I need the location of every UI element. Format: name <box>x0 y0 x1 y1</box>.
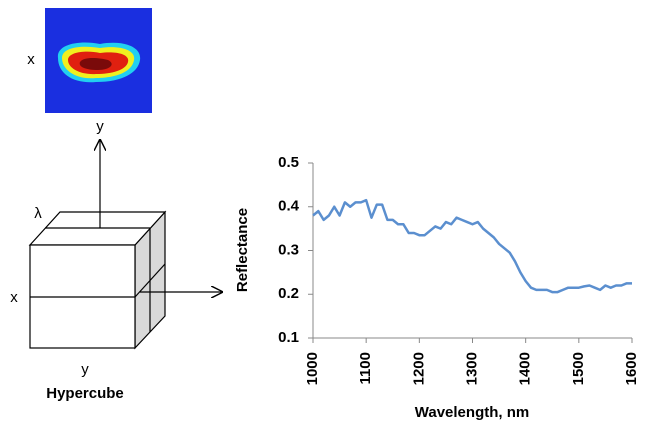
hypercube <box>28 140 222 350</box>
image-x-label: x <box>27 51 35 68</box>
x-tick-label: 1500 <box>570 352 587 385</box>
x-axis-label: Wavelength, nm <box>415 404 529 421</box>
y-tick-label: 0.5 <box>278 154 299 171</box>
cube-lambda-label: λ <box>34 205 42 222</box>
x-tick-label: 1300 <box>463 352 480 385</box>
x-tick-label: 1600 <box>623 352 640 385</box>
x-tick-label: 1100 <box>357 352 374 385</box>
y-tick-label: 0.1 <box>278 329 299 346</box>
data-line <box>312 198 632 294</box>
y-tick-label: 0.2 <box>278 285 299 302</box>
x-tick-label: 1400 <box>517 352 534 385</box>
cube-x-label: x <box>10 289 18 306</box>
y-tick-label: 0.4 <box>278 198 300 215</box>
y-axis-label: Reflectance <box>234 208 251 292</box>
x-tick-label: 1000 <box>304 352 321 385</box>
y-tick-label: 0.3 <box>278 241 299 258</box>
heatmap-image <box>45 8 152 113</box>
x-tick-label: 1200 <box>410 352 427 385</box>
image-y-label: y <box>96 118 104 135</box>
cube-y-label: y <box>81 361 89 378</box>
cube-caption: Hypercube <box>46 385 124 402</box>
